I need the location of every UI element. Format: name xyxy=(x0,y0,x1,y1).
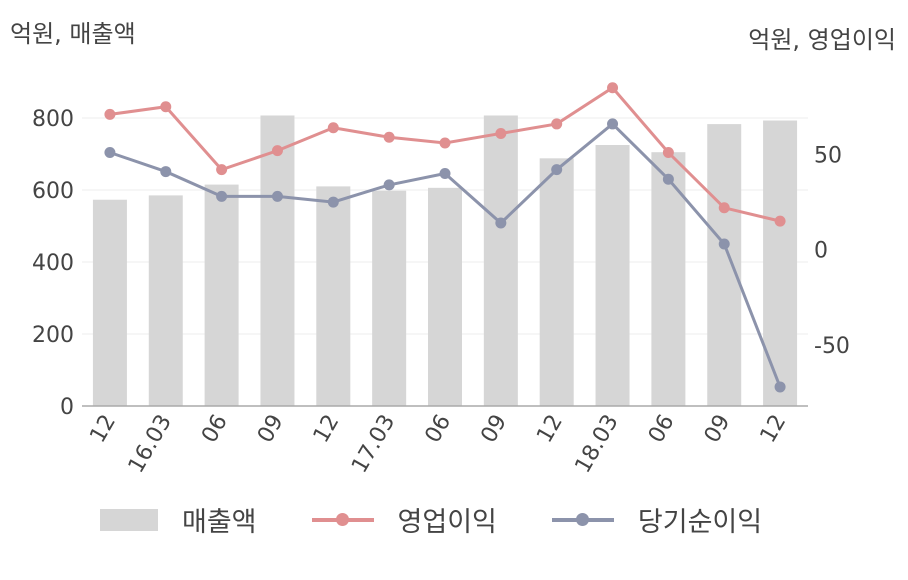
bar xyxy=(428,187,462,406)
operating-profit-point xyxy=(327,122,339,134)
legend-swatch-revenue xyxy=(100,508,158,531)
x-tick-label: 09 xyxy=(476,411,512,448)
left-tick-label: 0 xyxy=(60,395,74,420)
x-tick-label: 06 xyxy=(197,411,233,448)
net-income-point xyxy=(551,164,563,176)
left-tick-label: 800 xyxy=(32,107,74,132)
net-income-point xyxy=(439,167,451,179)
net-income-point xyxy=(383,179,395,191)
x-tick-label: 12 xyxy=(532,411,568,448)
operating-profit-point xyxy=(383,131,395,143)
right-tick-label: 50 xyxy=(814,143,842,168)
right-tick-label: 0 xyxy=(814,239,828,264)
x-tick-label: 12 xyxy=(309,411,345,448)
legend-label-revenue: 매출액 xyxy=(182,507,257,538)
net-income-point xyxy=(160,166,172,178)
bar xyxy=(651,152,686,406)
x-tick-label: 09 xyxy=(700,411,736,448)
x-tick-label: 12 xyxy=(756,411,792,448)
bar xyxy=(204,184,239,406)
operating-profit-point xyxy=(495,127,507,139)
bar xyxy=(539,158,574,406)
operating-profit-point xyxy=(718,202,730,214)
bar xyxy=(316,186,351,406)
legend-label-operating-profit: 영업이익 xyxy=(397,507,497,538)
bar xyxy=(483,115,518,406)
operating-profit-point xyxy=(439,137,451,149)
legend-item-operating-profit: 영업이익 xyxy=(311,500,497,539)
legend: 매출액 영업이익 당기순이익 xyxy=(100,500,817,539)
operating-profit-point xyxy=(216,164,228,176)
x-tick-label: 17.03 xyxy=(347,411,400,478)
net-income-point xyxy=(271,190,283,202)
net-income-point xyxy=(718,238,730,250)
operating-profit-point xyxy=(607,82,619,94)
operating-profit-point xyxy=(104,108,116,120)
net-income-point xyxy=(104,147,116,159)
net-income-point xyxy=(495,217,507,229)
x-tick-label: 06 xyxy=(644,411,680,448)
bar xyxy=(260,115,295,406)
operating-profit-point xyxy=(160,101,172,113)
left-tick-label: 600 xyxy=(32,179,74,204)
operating-profit-point xyxy=(662,147,674,159)
left-tick-label: 400 xyxy=(32,251,74,276)
bar xyxy=(707,124,742,407)
left-axis-unit: 억원, 매출액 xyxy=(10,20,136,48)
net-income-point xyxy=(662,173,674,185)
bar xyxy=(595,145,630,406)
left-tick-label: 200 xyxy=(32,323,74,348)
legend-item-revenue: 매출액 xyxy=(100,500,257,539)
net-income-point xyxy=(327,196,339,208)
net-income-point xyxy=(607,118,619,130)
bar xyxy=(148,195,183,406)
bar xyxy=(92,199,127,406)
x-tick-label: 06 xyxy=(421,411,457,448)
legend-swatch-net-income xyxy=(551,509,614,531)
x-tick-label: 16.03 xyxy=(124,411,177,478)
bar xyxy=(763,120,798,407)
right-axis-unit: 억원, 영업이익 xyxy=(748,26,896,54)
legend-swatch-operating-profit xyxy=(311,509,374,531)
legend-label-net-income: 당기순이익 xyxy=(637,507,763,538)
net-income-point xyxy=(216,190,228,202)
right-tick-label: -50 xyxy=(814,334,850,359)
bar xyxy=(372,190,407,406)
operating-profit-point xyxy=(271,145,283,157)
x-tick-label: 18.03 xyxy=(571,411,624,478)
x-tick-label: 12 xyxy=(85,411,121,448)
operating-profit-point xyxy=(551,118,563,130)
operating-profit-point xyxy=(774,215,786,227)
net-income-point xyxy=(774,381,786,393)
legend-item-net-income: 당기순이익 xyxy=(551,500,763,539)
x-tick-label: 09 xyxy=(253,411,289,448)
